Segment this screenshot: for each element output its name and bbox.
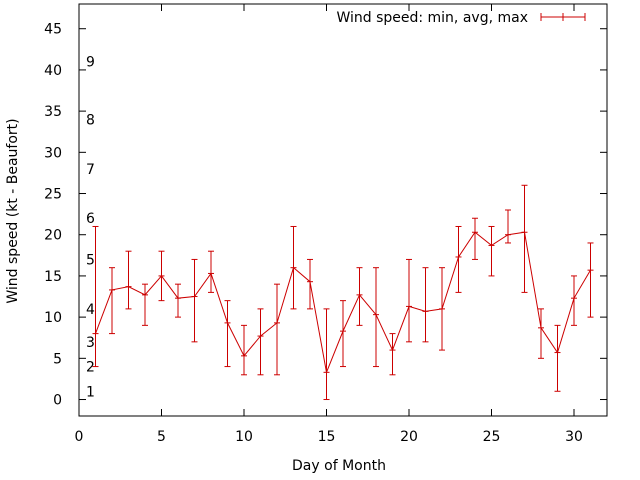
legend-sample xyxy=(540,13,586,21)
beaufort-label: 9 xyxy=(86,55,95,71)
beaufort-label: 1 xyxy=(86,384,95,400)
beaufort-label: 7 xyxy=(86,162,95,178)
y-tick-label: 0 xyxy=(53,393,62,409)
x-tick-label: 25 xyxy=(483,429,501,445)
y-tick-label: 30 xyxy=(44,145,62,161)
beaufort-label: 8 xyxy=(86,112,95,128)
plot-frame xyxy=(78,3,608,417)
x-tick-label: 0 xyxy=(75,429,84,445)
x-tick-label: 15 xyxy=(318,429,336,445)
y-tick-label: 15 xyxy=(44,269,62,285)
y-tick-label: 45 xyxy=(44,22,62,38)
error-bars xyxy=(92,184,594,401)
beaufort-label: 5 xyxy=(86,252,95,268)
y-tick-label: 35 xyxy=(44,104,62,120)
x-tick-label: 30 xyxy=(565,429,583,445)
y-tick-label: 25 xyxy=(44,187,62,203)
beaufort-label: 6 xyxy=(86,211,95,227)
series-layer xyxy=(92,231,594,375)
legend-label: Wind speed: min, avg, max xyxy=(336,10,528,26)
beaufort-label: 4 xyxy=(86,302,95,318)
x-tick-label: 10 xyxy=(235,429,253,445)
x-tick-label: 5 xyxy=(157,429,166,445)
x-axis-ticks: 0 5 10 15 20 25 30 xyxy=(75,4,583,445)
beaufort-label: 2 xyxy=(86,360,95,376)
y-tick-label: 10 xyxy=(44,310,62,326)
beaufort-scale: 1 2 3 4 5 6 7 8 9 xyxy=(86,55,95,401)
beaufort-label: 3 xyxy=(86,335,95,351)
x-axis-label: Day of Month xyxy=(292,458,386,474)
x-tick-label: 20 xyxy=(400,429,418,445)
y-tick-label: 40 xyxy=(44,63,62,79)
y-axis-label: Wind speed (kt - Beaufort) xyxy=(5,118,21,303)
legend: Wind speed: min, avg, max xyxy=(336,10,586,26)
y-tick-label: 5 xyxy=(53,351,62,367)
y-tick-label: 20 xyxy=(44,228,62,244)
